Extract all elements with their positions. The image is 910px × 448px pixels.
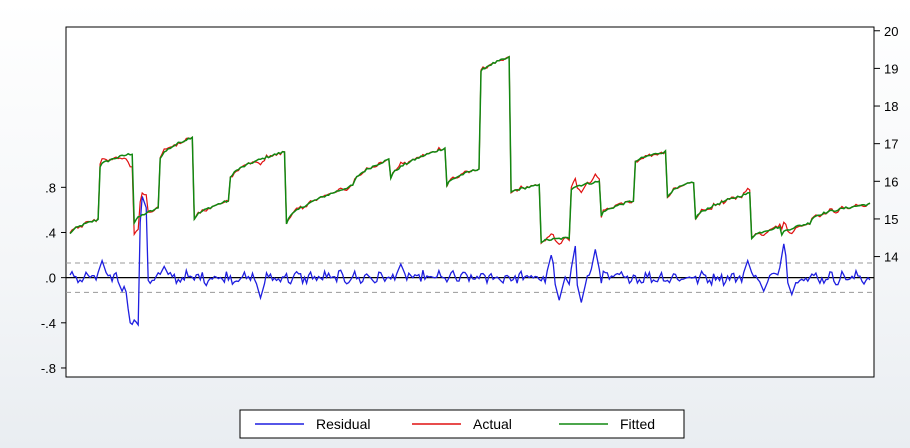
legend-label-residual: Residual [316,416,370,432]
legend: Residual Actual Fitted [239,409,685,439]
right-tick-label: 19 [884,61,898,76]
left-tick-label: -.4 [41,316,56,331]
left-tick-label: .0 [45,271,56,286]
right-tick-label: 14 [884,250,898,265]
right-tick-label: 18 [884,99,898,114]
plot-area [65,26,875,378]
legend-box [239,409,685,439]
right-tick-label: 17 [884,137,898,152]
right-tick-label: 20 [884,24,898,39]
residual-line [69,196,871,327]
right-tick-label: 15 [884,212,898,227]
left-tick-label: -.8 [41,361,56,376]
left-tick-label: .4 [45,225,56,240]
legend-label-actual: Actual [473,416,512,432]
right-tick-label: 16 [884,174,898,189]
fitted-line [69,55,871,244]
legend-label-fitted: Fitted [620,416,655,432]
left-tick-label: .8 [45,180,56,195]
